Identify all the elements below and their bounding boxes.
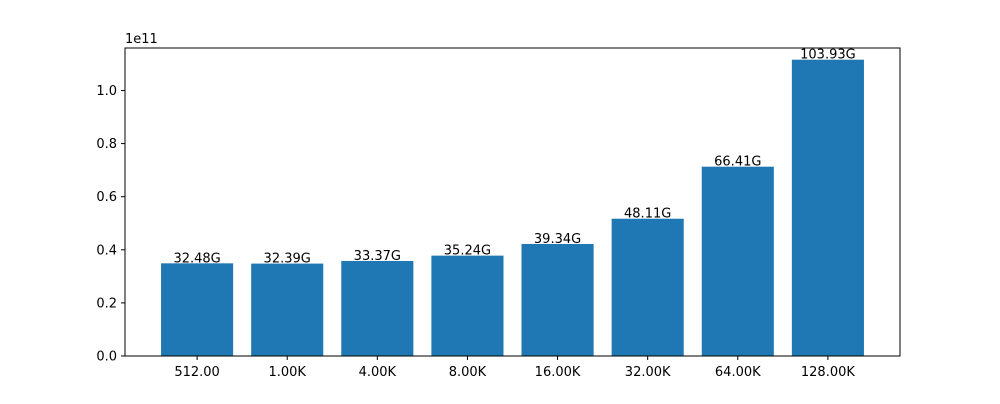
data-label-1.00K: 32.39G <box>264 252 311 267</box>
data-label-8.00K: 35.24G <box>444 244 491 259</box>
bar-512.00 <box>161 263 234 356</box>
data-label-128.00K: 103.93G <box>800 48 856 63</box>
data-label-4.00K: 33.37G <box>354 249 401 264</box>
bars-layer <box>161 59 864 356</box>
x-tick-label-64.00K: 64.00K <box>715 365 761 380</box>
y-tick-label-3: 0.6 <box>96 190 117 205</box>
y-tick-label-0: 0.0 <box>96 350 117 365</box>
y-axis: 0.0 0.2 0.4 0.6 0.8 1.0 <box>96 84 125 365</box>
x-tick-label-1.00K: 1.00K <box>268 365 306 380</box>
bar-8.00K <box>431 255 504 356</box>
y-axis-offset-label: 1e11 <box>125 32 158 47</box>
bar-1.00K <box>251 263 324 356</box>
bar-32.00K <box>611 218 684 356</box>
x-tick-label-512.00: 512.00 <box>174 365 220 380</box>
data-label-32.00K: 48.11G <box>624 207 671 222</box>
data-label-16.00K: 39.34G <box>534 232 581 247</box>
x-tick-label-32.00K: 32.00K <box>625 365 671 380</box>
bar-16.00K <box>521 243 594 356</box>
y-tick-label-2: 0.4 <box>96 243 117 258</box>
plot-frame <box>124 47 901 357</box>
data-label-64.00K: 66.41G <box>714 155 761 170</box>
y-tick-label-4: 0.8 <box>96 137 117 152</box>
x-tick-label-4.00K: 4.00K <box>359 365 397 380</box>
bar-4.00K <box>341 260 414 356</box>
bar-128.00K <box>791 59 864 356</box>
y-tick-label-5: 1.0 <box>96 84 117 99</box>
x-tick-label-8.00K: 8.00K <box>449 365 487 380</box>
y-tick-label-1: 0.2 <box>96 296 117 311</box>
x-tick-label-16.00K: 16.00K <box>535 365 581 380</box>
data-labels-layer: 32.48G 32.39G 33.37G 35.24G 39.34G 48.11G 66.4… <box>173 48 855 267</box>
data-label-512.00: 32.48G <box>173 251 220 266</box>
x-tick-label-128.00K: 128.00K <box>801 365 855 380</box>
bar-64.00K <box>701 166 774 356</box>
x-axis: 512.00 1.00K 4.00K 8.00K 16.00K 32.00K 64.00K 1… <box>174 356 855 380</box>
